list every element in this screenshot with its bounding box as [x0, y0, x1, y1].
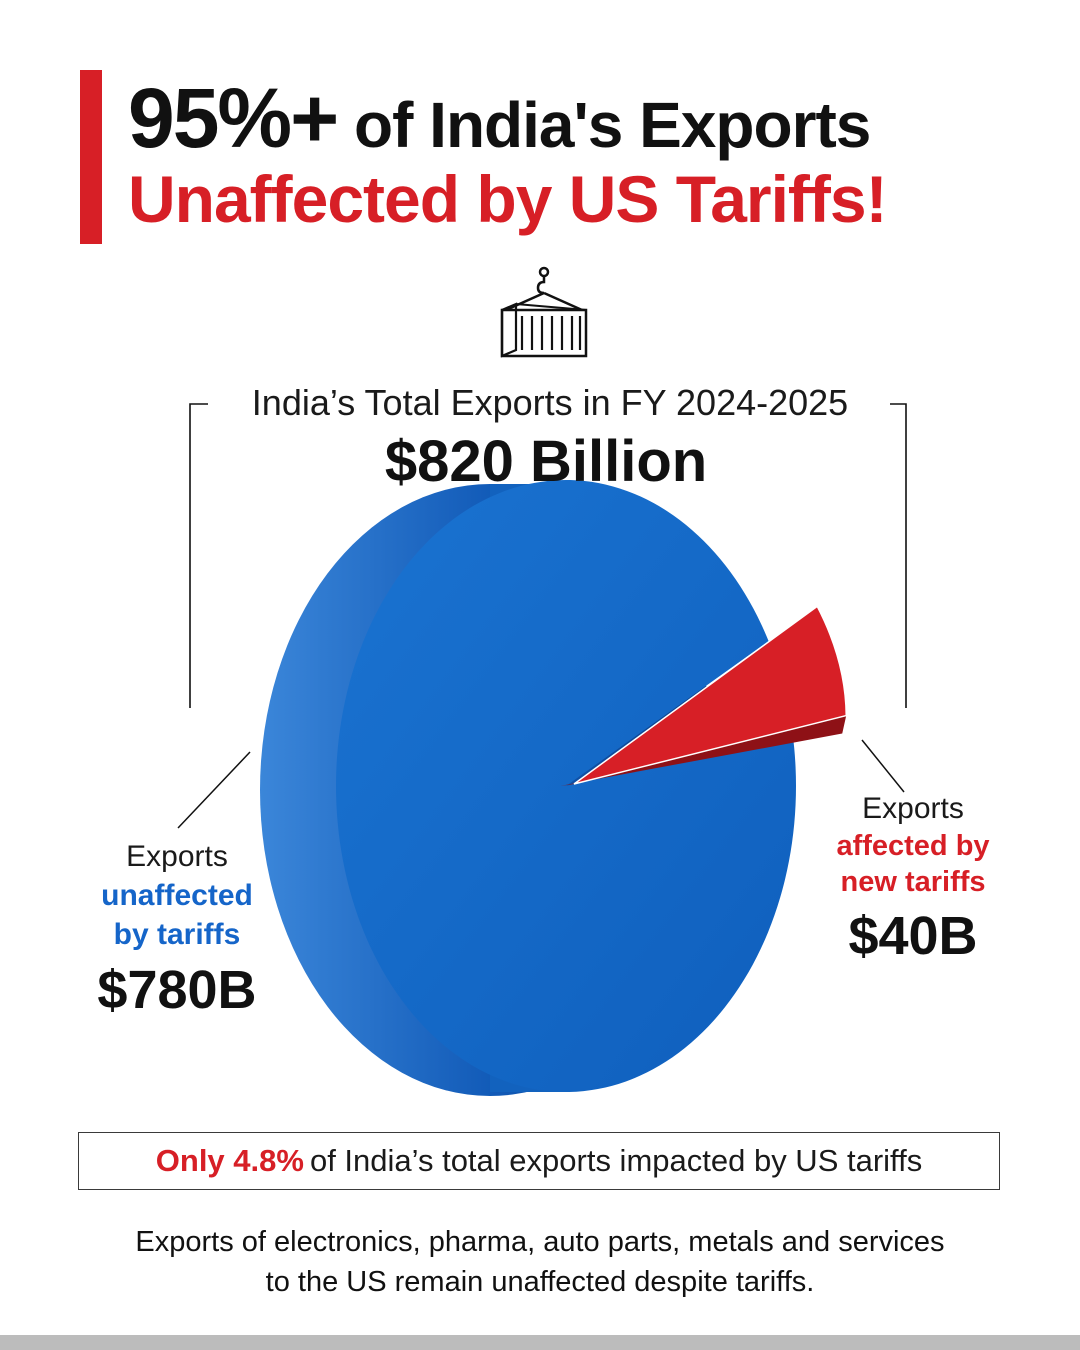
- headline-line-2: Unaffected by US Tariffs!: [128, 162, 888, 236]
- impact-callout-box: Only 4.8% of India’s total exports impac…: [78, 1132, 1000, 1190]
- callout-highlight: Only 4.8%: [155, 1143, 304, 1178]
- pie-slice-unaffected: [336, 480, 797, 1093]
- label-affected-value: $40B: [848, 906, 978, 966]
- pie-slices: [336, 480, 847, 1093]
- label-affected-line3: new tariffs: [840, 865, 986, 898]
- footnote-line-2: to the US remain unaffected despite tari…: [265, 1266, 815, 1299]
- callout-text: of India’s total exports impacted by US …: [309, 1143, 923, 1178]
- leader-line-affected: [861, 739, 905, 793]
- footnote-line-1: Exports of electronics, pharma, auto par…: [135, 1226, 945, 1258]
- footnote: Exports of electronics, pharma, auto par…: [40, 1222, 1040, 1302]
- bottom-strip: [0, 1335, 1080, 1350]
- bracket-right: [888, 403, 907, 708]
- pie-slice-affected: [573, 605, 847, 785]
- label-unaffected-value: $780B: [97, 959, 257, 1020]
- title-accent-bar: [80, 70, 102, 244]
- label-unaffected: Exports unaffected by tariffs $780B: [62, 838, 292, 1022]
- total-exports-value: $820 Billion: [384, 429, 708, 494]
- label-affected-line1: Exports: [862, 792, 964, 825]
- leader-line-unaffected: [177, 751, 251, 829]
- bracket-left: [189, 403, 208, 708]
- label-unaffected-line1: Exports: [126, 840, 228, 873]
- label-unaffected-line2: unaffected: [101, 878, 253, 912]
- label-unaffected-line3: by tariffs: [113, 917, 241, 951]
- headline-percentage: 95%+: [128, 71, 339, 165]
- headline-text: of India's Exports: [353, 89, 871, 161]
- label-affected: Exports affected by new tariffs $40B: [808, 790, 1018, 969]
- chart-title: India’s Total Exports in FY 2024-2025: [210, 382, 890, 424]
- shipping-container-icon: [500, 266, 588, 358]
- label-affected-line2: affected by: [836, 829, 990, 862]
- headline-line-1: 95%+ of India's Exports: [128, 68, 1058, 169]
